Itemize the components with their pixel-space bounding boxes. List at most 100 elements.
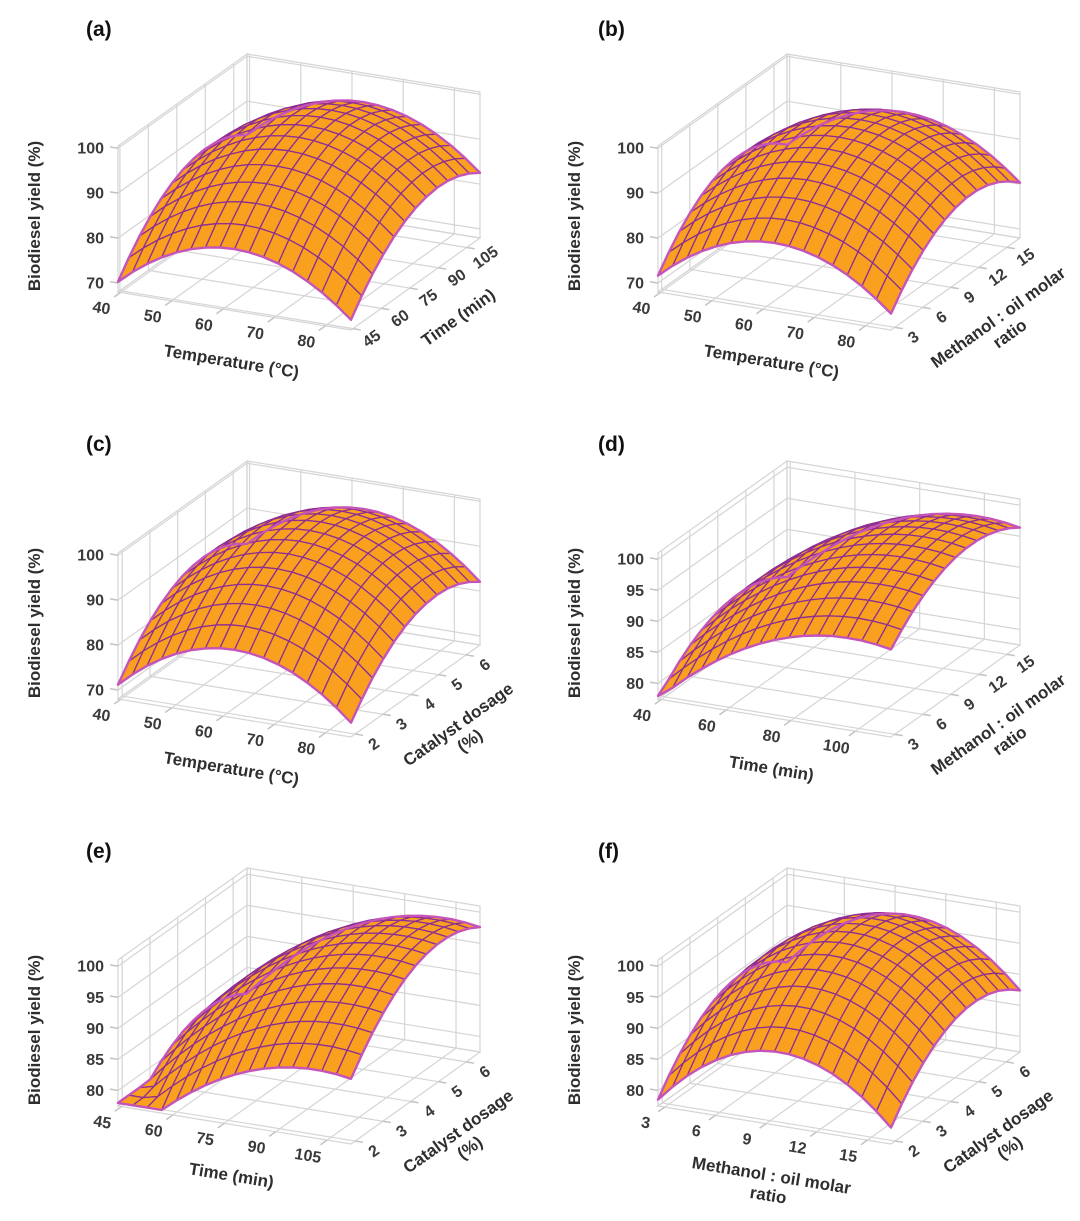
svg-text:60: 60 xyxy=(143,1121,163,1141)
svg-text:15: 15 xyxy=(838,1147,858,1167)
surface-outline xyxy=(656,512,1022,698)
panel-letter: (a) xyxy=(86,18,112,41)
axis-ticks xyxy=(649,146,1015,332)
surface-mesh xyxy=(117,915,481,1111)
panel-letter: (b) xyxy=(598,18,625,41)
svg-text:60: 60 xyxy=(388,307,412,331)
svg-text:45: 45 xyxy=(92,1113,112,1133)
y-axis-label: Catalyst dosage(%) xyxy=(400,1086,517,1177)
svg-text:100: 100 xyxy=(617,552,644,569)
svg-text:100: 100 xyxy=(77,548,104,565)
axis-ticks xyxy=(109,146,475,332)
svg-text:70: 70 xyxy=(245,731,265,751)
svg-text:3: 3 xyxy=(905,328,922,347)
z-axis-label: Biodiesel yield (%) xyxy=(565,548,584,698)
x-axis-label: Time (min) xyxy=(188,1159,276,1192)
axis-ticks xyxy=(649,964,1015,1146)
svg-text:50: 50 xyxy=(142,307,162,327)
surface-mesh xyxy=(117,99,481,321)
svg-text:100: 100 xyxy=(77,141,104,158)
svg-text:90: 90 xyxy=(626,1021,644,1038)
z-axis-label: Biodiesel yield (%) xyxy=(565,955,584,1105)
svg-text:80: 80 xyxy=(626,231,644,248)
svg-text:Biodiesel yield (%): Biodiesel yield (%) xyxy=(565,141,584,291)
svg-text:6: 6 xyxy=(1017,1063,1034,1082)
svg-text:70: 70 xyxy=(86,276,104,293)
axis-ticks xyxy=(649,557,1015,737)
svg-text:90: 90 xyxy=(86,1021,104,1038)
svg-text:6: 6 xyxy=(690,1123,702,1141)
svg-text:15: 15 xyxy=(1014,653,1038,677)
svg-text:80: 80 xyxy=(86,231,104,248)
svg-text:2: 2 xyxy=(366,735,383,754)
x-axis-label: Time (min) xyxy=(728,752,816,785)
surface-outline xyxy=(116,914,482,1112)
svg-text:9: 9 xyxy=(961,695,978,714)
svg-text:3: 3 xyxy=(640,1114,652,1132)
svg-text:5: 5 xyxy=(989,1083,1006,1102)
svg-text:80: 80 xyxy=(86,1083,104,1100)
svg-text:100: 100 xyxy=(822,737,851,758)
svg-text:85: 85 xyxy=(626,1052,644,1069)
svg-text:5: 5 xyxy=(449,1083,466,1102)
svg-text:80: 80 xyxy=(296,739,316,759)
svg-text:6: 6 xyxy=(477,656,494,675)
z-axis-label: Biodiesel yield (%) xyxy=(25,955,44,1105)
svg-text:95: 95 xyxy=(626,990,644,1007)
svg-text:100: 100 xyxy=(617,959,644,976)
panel-f: (f) 3 6 9 12 15 2 3 4 5 6 80 85 90 95 100 Methanol : oi… xyxy=(540,814,1080,1221)
surface-mesh xyxy=(657,513,1021,697)
svg-text:60: 60 xyxy=(194,316,214,336)
z-axis-label: Biodiesel yield (%) xyxy=(25,141,44,291)
svg-text:9: 9 xyxy=(741,1131,753,1149)
svg-text:90: 90 xyxy=(626,614,644,631)
surface-plot-a: 40 50 60 70 80 45607590105708090100Temperatur… xyxy=(25,52,502,382)
svg-text:90: 90 xyxy=(246,1138,266,1158)
svg-text:5: 5 xyxy=(449,676,466,695)
svg-text:70: 70 xyxy=(86,683,104,700)
svg-text:Temperature (°C): Temperature (°C) xyxy=(162,341,300,382)
svg-text:90: 90 xyxy=(86,186,104,203)
svg-text:50: 50 xyxy=(682,307,702,327)
svg-text:3: 3 xyxy=(933,1122,950,1141)
svg-text:80: 80 xyxy=(86,638,104,655)
svg-text:100: 100 xyxy=(77,959,104,976)
svg-text:95: 95 xyxy=(626,583,644,600)
svg-text:Temperature (°C): Temperature (°C) xyxy=(702,341,840,382)
svg-text:85: 85 xyxy=(86,1052,104,1069)
svg-text:80: 80 xyxy=(761,727,781,747)
svg-text:90: 90 xyxy=(86,593,104,610)
svg-text:75: 75 xyxy=(417,286,441,310)
surface-mesh xyxy=(657,108,1021,315)
panel-letter: (c) xyxy=(86,433,112,456)
surface-outline xyxy=(116,99,482,321)
svg-text:80: 80 xyxy=(296,332,316,352)
svg-text:3: 3 xyxy=(393,715,410,734)
svg-text:12: 12 xyxy=(986,266,1010,290)
axis-ticks xyxy=(109,964,475,1146)
svg-text:3: 3 xyxy=(905,735,922,754)
svg-text:6: 6 xyxy=(933,715,950,734)
svg-text:40: 40 xyxy=(631,299,651,319)
svg-text:4: 4 xyxy=(421,1102,438,1121)
svg-text:90: 90 xyxy=(445,266,469,290)
panel-c: (c) 40 50 60 70 80 2 3 4 5 6 70 80 90 100 Temperature … xyxy=(0,407,540,814)
svg-text:12: 12 xyxy=(787,1138,807,1158)
svg-text:9: 9 xyxy=(961,288,978,307)
svg-text:Biodiesel yield (%): Biodiesel yield (%) xyxy=(25,548,44,698)
panel-b: (b) 40 50 60 70 80 3 6 9 12 15 70 80 90 100 Temperatur… xyxy=(540,0,1080,407)
panel-e: (e) 45 60 75 90 105 2 3 4 5 6 80 85 90 95 100 Time (min… xyxy=(0,814,540,1221)
x-axis-label: Temperature (°C) xyxy=(162,341,300,382)
svg-text:4: 4 xyxy=(961,1102,978,1121)
panel-letter: (e) xyxy=(86,840,112,863)
svg-text:3: 3 xyxy=(393,1122,410,1141)
svg-text:100: 100 xyxy=(617,141,644,158)
surface-mesh xyxy=(657,911,1021,1129)
svg-text:80: 80 xyxy=(626,1083,644,1100)
surface-outline xyxy=(656,109,1022,315)
